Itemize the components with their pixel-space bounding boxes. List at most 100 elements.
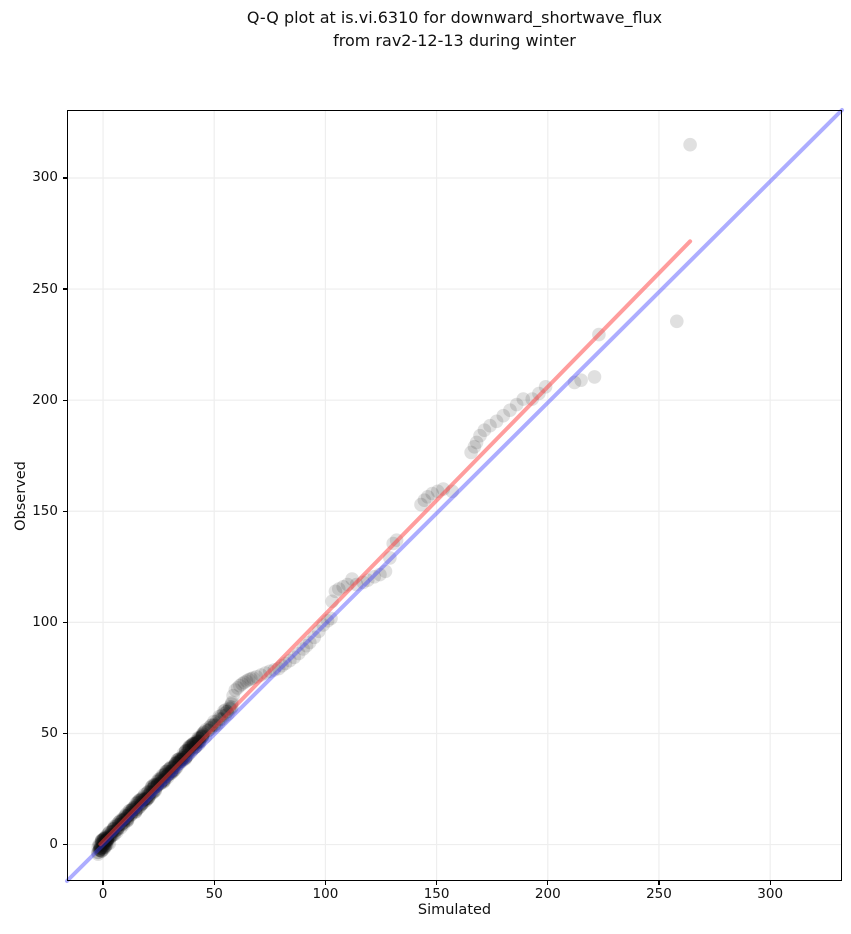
- scatter-point: [503, 403, 517, 418]
- scatter-point: [230, 681, 245, 695]
- chart-title-line2: from rav2-12-13 during winter: [333, 30, 576, 50]
- scatter-point: [509, 397, 524, 412]
- x-tick-mark: [435, 881, 438, 885]
- scatter-point: [483, 418, 497, 433]
- quantile-fit-line: [98, 239, 693, 847]
- y-tick-mark: [63, 732, 67, 735]
- x-tick-label: 50: [205, 886, 223, 902]
- scatter-point: [367, 570, 382, 584]
- scatter-point: [122, 804, 136, 818]
- scatter-point: [147, 778, 162, 792]
- scatter-point: [184, 741, 199, 755]
- scatter-point: [228, 683, 243, 697]
- scatter-point: [171, 754, 186, 768]
- scatter-point: [133, 792, 147, 807]
- scatter-point: [99, 834, 113, 849]
- scatter-point: [525, 392, 539, 406]
- y-tick-mark: [63, 288, 67, 290]
- identity-reference-line: [65, 108, 844, 883]
- scatter-point: [141, 791, 155, 806]
- y-tick-mark: [63, 510, 67, 512]
- x-tick-label: 200: [534, 886, 561, 902]
- scatter-point: [128, 805, 143, 819]
- scatter-point: [96, 837, 111, 852]
- scatter-point: [123, 803, 137, 818]
- scatter-point: [144, 782, 158, 797]
- scatter-point: [516, 392, 531, 406]
- scatter-point: [142, 790, 156, 805]
- x-tick-mark: [658, 881, 660, 885]
- x-tick-label: 150: [423, 886, 450, 902]
- scatter-point: [299, 638, 314, 653]
- scatter-point: [158, 767, 172, 782]
- y-tick-mark: [63, 399, 67, 401]
- scatter-point: [226, 688, 240, 703]
- scatter-point: [303, 635, 317, 650]
- scatter-point: [267, 663, 282, 677]
- scatter-point: [464, 445, 478, 460]
- scatter-point: [100, 833, 115, 847]
- scatter-point: [246, 671, 260, 685]
- scatter-point: [93, 841, 107, 855]
- x-tick-mark: [213, 881, 215, 885]
- scatter-point: [140, 786, 154, 800]
- y-tick-label: 300: [32, 169, 58, 186]
- plot-area: [65, 108, 844, 883]
- x-tick-mark: [102, 881, 104, 885]
- scatter-point: [94, 841, 108, 855]
- scatter-point: [133, 800, 147, 814]
- scatter-point: [90, 845, 105, 860]
- scatter-point: [324, 611, 338, 626]
- scatter-point: [112, 815, 126, 829]
- scatter-point: [467, 440, 482, 454]
- x-tick-label: 100: [312, 886, 339, 902]
- scatter-point: [469, 435, 484, 450]
- y-tick-label: 50: [40, 724, 58, 741]
- scatter-point: [154, 770, 169, 785]
- axes-spines: [67, 110, 842, 881]
- scatter-point: [496, 408, 511, 423]
- scatter-point: [201, 723, 216, 738]
- scatter-point: [106, 828, 120, 842]
- scatter-point: [237, 675, 251, 690]
- x-axis-label: Simulated: [417, 902, 492, 918]
- x-tick-mark: [324, 881, 326, 885]
- scatter-point: [235, 677, 249, 691]
- scatter-point: [233, 678, 247, 693]
- scatter-point: [139, 794, 153, 808]
- scatter-point: [114, 813, 128, 827]
- chart-title-line1: Q-Q plot at is.vi.6310 for downward_shor…: [246, 8, 663, 27]
- scatter-point: [190, 734, 205, 748]
- y-tick-label: 200: [32, 391, 58, 408]
- scatter-point: [94, 844, 109, 858]
- scatter-point: [196, 729, 210, 743]
- scatter-point: [287, 650, 302, 665]
- scatter-point: [473, 428, 487, 443]
- scatter-point: [128, 805, 143, 819]
- scatter-point: [187, 737, 202, 751]
- chart-title: Q-Q plot at is.vi.6310 for downward_shor…: [67, 7, 842, 52]
- y-axis-label: Observed: [13, 461, 29, 531]
- y-tick-label: 250: [32, 280, 58, 297]
- plot-canvas: [65, 108, 844, 883]
- scatter-point: [567, 375, 582, 390]
- scatter-point: [244, 672, 258, 686]
- scatter-point: [99, 835, 113, 850]
- scatter-point: [100, 833, 115, 847]
- x-tick-label: 0: [98, 886, 108, 902]
- scatter-point: [425, 486, 440, 501]
- scatter-point: [182, 743, 197, 757]
- scatter-point: [165, 760, 180, 775]
- scatter-point: [291, 646, 306, 661]
- scatter-point: [220, 704, 234, 719]
- scatter-point: [93, 843, 107, 857]
- scatter-point: [119, 807, 133, 821]
- x-tick-mark: [547, 881, 549, 885]
- scatter-point: [91, 845, 106, 860]
- scatter-point: [489, 414, 504, 429]
- scatter-point: [100, 833, 115, 847]
- scatter-point: [141, 785, 155, 799]
- scatter-point: [182, 743, 196, 757]
- scatter-point: [103, 830, 118, 844]
- scatter-point: [130, 795, 145, 810]
